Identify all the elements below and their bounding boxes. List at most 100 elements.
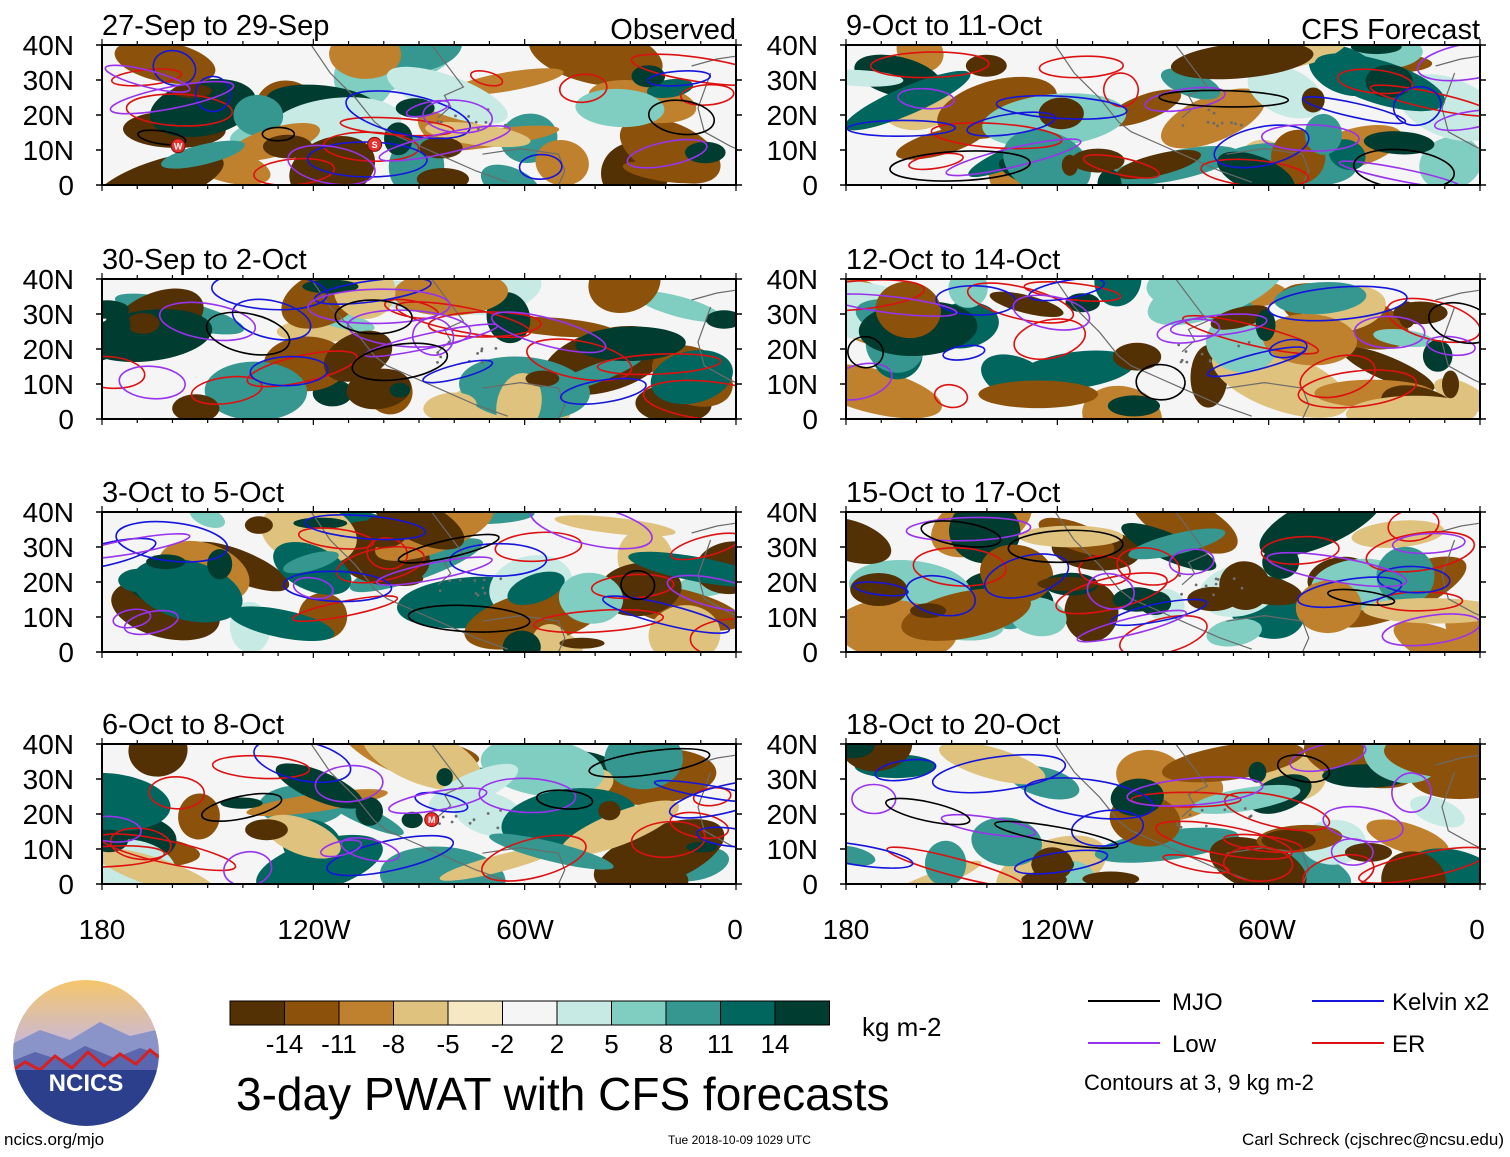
pwat-anomaly-blob [604, 744, 683, 790]
lat-label: 10N [23, 369, 74, 400]
island [1188, 813, 1192, 817]
island [476, 352, 479, 355]
pwat-anomaly-core [1113, 342, 1162, 371]
pwat-anomaly-core [1262, 545, 1300, 579]
wave-contour [601, 595, 731, 634]
pwat-anomaly-blob [558, 572, 624, 624]
pwat-anomaly-blob [1217, 151, 1295, 185]
wave-contour [253, 744, 352, 784]
wave-contour [1130, 791, 1242, 808]
lon-label: 120W [277, 914, 351, 945]
wave-contour [920, 520, 1002, 548]
panel-period: 3-Oct to 5-Oct [102, 477, 284, 509]
island [482, 578, 486, 582]
wave-contour [940, 813, 1037, 838]
coastline [1435, 522, 1480, 534]
pwat-anomaly-blob [875, 281, 941, 339]
pwat-anomaly-blob [1381, 851, 1447, 884]
coastline [482, 381, 566, 419]
pwat-anomaly-core [1071, 148, 1125, 173]
wave-contour [1327, 588, 1396, 606]
island [1220, 121, 1224, 125]
pwat-anomaly-blob [373, 512, 465, 550]
wave-contour [334, 299, 413, 335]
wave-contour [647, 99, 716, 136]
lat-label: 40N [767, 497, 818, 528]
wave-contour [1223, 791, 1331, 832]
wave-contour [630, 820, 707, 859]
wave-contour [347, 309, 472, 348]
pwat-anomaly-blob [1376, 546, 1435, 605]
wave-contour [102, 845, 166, 868]
wave-contour [1013, 849, 1109, 875]
panel-period: 12-Oct to 14-Oct [846, 244, 1060, 276]
wave-contour [596, 352, 722, 376]
island [1237, 344, 1241, 348]
pwat-anomaly-blob [1147, 279, 1286, 326]
colorbar-tick-label: 8 [659, 1029, 673, 1059]
island [473, 579, 477, 582]
wave-contour [422, 359, 494, 384]
wave-contour [1266, 551, 1408, 588]
wave-contour [118, 365, 186, 400]
pwat-anomaly-blob [229, 606, 335, 642]
wave-contour [933, 383, 969, 409]
lat-label: 10N [23, 602, 74, 633]
wave-contour [847, 335, 884, 369]
island [1185, 360, 1189, 364]
pwat-anomaly-core [1107, 395, 1160, 417]
pwat-anomaly-blob [1116, 150, 1201, 180]
island [1207, 108, 1211, 112]
lat-label: 30N [23, 65, 74, 96]
colorbar-cell [284, 1000, 340, 1026]
pwat-anomaly-blob [846, 364, 942, 419]
island [474, 592, 478, 595]
wave-contour [529, 512, 653, 550]
coastline [1226, 147, 1310, 185]
wave-contour [246, 350, 358, 388]
island [484, 121, 488, 124]
storm-label: S [372, 140, 378, 150]
pwat-anomaly-blob [593, 819, 725, 884]
pwat-anomaly-blob [1003, 129, 1092, 185]
panel-period: 6-Oct to 8-Oct [102, 709, 284, 741]
wave-contour [422, 99, 493, 134]
wave-contour [653, 779, 736, 804]
wave-contour [1428, 301, 1480, 345]
pwat-anomaly-core [1082, 871, 1140, 884]
pwat-anomaly-core [401, 811, 423, 829]
wave-contour [1369, 84, 1480, 117]
wave-contour [211, 754, 311, 780]
wave-contour [320, 839, 363, 858]
pwat-anomaly-blob [283, 551, 339, 574]
footer-site: ncics.org/mjo [4, 1130, 105, 1149]
island [454, 114, 457, 118]
island [1230, 121, 1233, 124]
pwat-anomaly-blob [386, 66, 508, 124]
wave-contour [559, 377, 647, 405]
island [448, 579, 452, 583]
map-panel: 40N 30N 20N 10N 0 30-Sep to 2-Oct [23, 244, 742, 435]
pwat-anomaly-blob [575, 326, 686, 362]
wave-contour [469, 69, 504, 87]
pwat-anomaly-blob [1206, 618, 1262, 647]
pwat-anomaly-blob [114, 45, 216, 85]
island [1249, 814, 1253, 818]
map-panel: 40N 30N 20N 10N 0 12-Oct to 14-Oct [767, 244, 1486, 435]
coastline [310, 45, 508, 183]
pwat-anomaly-blob [1363, 131, 1435, 155]
pwat-anomaly-blob [118, 568, 163, 593]
lat-label: 20N [767, 334, 818, 365]
pwat-anomaly-core [559, 637, 605, 649]
storm-marker-icon [367, 136, 383, 152]
island [436, 361, 439, 364]
pwat-anomaly-blob [496, 373, 542, 419]
island [1200, 808, 1204, 812]
pwat-anomaly-blob [1304, 113, 1343, 155]
wave-contour [1070, 809, 1145, 847]
island [1232, 577, 1236, 581]
colorbar-tick-label: 2 [550, 1029, 564, 1059]
island [1204, 824, 1208, 828]
wave-contour [158, 301, 257, 342]
pwat-anomaly-blob [1384, 744, 1480, 778]
